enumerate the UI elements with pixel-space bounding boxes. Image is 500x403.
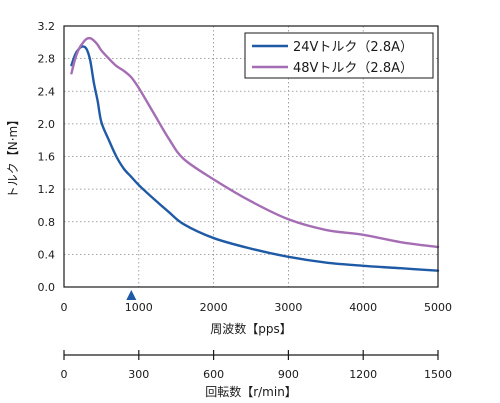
marker-triangle [126, 290, 137, 300]
rpm-tick-label: 1200 [349, 368, 377, 381]
y-tick-label: 1.2 [38, 183, 56, 196]
legend-box [244, 32, 434, 79]
y-tick-label: 0.0 [38, 281, 56, 294]
rpm-axis-title: 回転数【r/min】 [205, 384, 297, 399]
rpm-tick-label: 1500 [424, 368, 452, 381]
x-tick-label: 5000 [424, 301, 452, 314]
legend-label-48v: 48Vトルク（2.8A） [293, 61, 413, 76]
x-tick-label: 1000 [125, 301, 153, 314]
x-tick-label: 0 [61, 301, 68, 314]
y-tick-label: 2.4 [38, 85, 56, 98]
rpm-tick-label: 900 [278, 368, 299, 381]
y-tick-label: 2.0 [38, 118, 56, 131]
rpm-tick-label: 300 [128, 368, 149, 381]
x-tick-label: 3000 [274, 301, 302, 314]
y-tick-label: 0.4 [38, 248, 56, 261]
y-tick-label: 1.6 [38, 151, 56, 164]
series-line-1 [70, 36, 440, 249]
series-layer [70, 36, 440, 272]
y-tick-label: 0.8 [38, 216, 56, 229]
legend-label-24v: 24Vトルク（2.8A） [293, 40, 413, 55]
y-tick-label: 3.2 [38, 20, 56, 33]
x-tick-label: 4000 [349, 301, 377, 314]
x-axis-title: 周波数【pps】 [210, 321, 292, 336]
rpm-axis-ticks: 0 300 600 900 1200 1500 [61, 350, 452, 381]
plot-frame [63, 25, 439, 288]
x-tick-label: 2000 [200, 301, 228, 314]
series-line-0 [70, 45, 440, 272]
rpm-tick-label: 600 [203, 368, 224, 381]
x-tick-labels: 0 1000 2000 3000 4000 5000 [61, 301, 453, 314]
y-tick-labels: 0.0 0.4 0.8 1.2 1.6 2.0 2.4 2.8 3.2 [38, 20, 56, 294]
y-tick-label: 2.8 [38, 53, 56, 66]
grid-layer [64, 26, 438, 287]
legend: 24Vトルク（2.8A） 48Vトルク（2.8A） [244, 32, 434, 79]
rpm-tick-label: 0 [61, 368, 68, 381]
y-axis-title: トルク【N·m】 [6, 114, 20, 198]
